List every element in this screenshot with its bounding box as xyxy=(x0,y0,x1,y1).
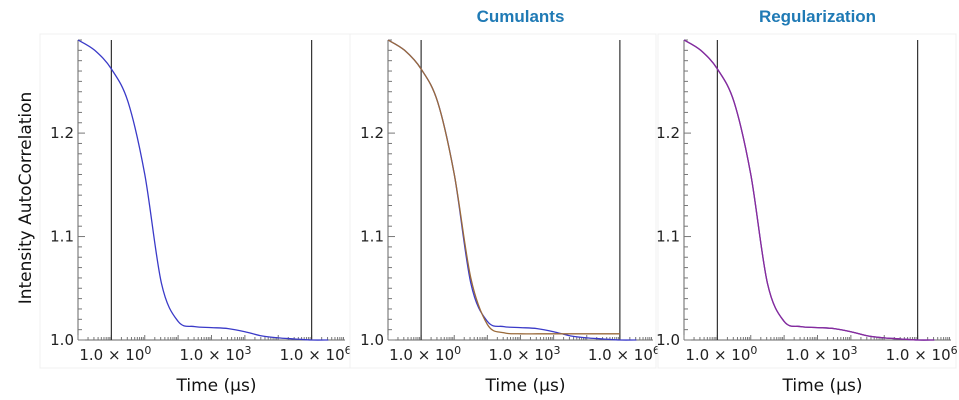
y-tick-label: 1.1 xyxy=(360,228,384,246)
panel-title: Cumulants xyxy=(477,7,565,26)
series-line-regularization xyxy=(683,39,935,341)
x-axis-label: Time (µs) xyxy=(485,376,566,396)
y-tick-label: 1.0 xyxy=(50,331,74,349)
x-tick-label: 1.0 × 103 xyxy=(179,344,251,364)
y-tick-label: 1.0 xyxy=(360,331,384,349)
x-tick-label: 1.0 × 106 xyxy=(280,344,352,364)
y-tick-label: 1.2 xyxy=(50,124,74,142)
x-tick-label: 1.0 × 100 xyxy=(389,344,461,364)
x-tick-label: 1.0 × 100 xyxy=(685,344,757,364)
x-axis-label: Time (µs) xyxy=(782,376,863,396)
x-tick-label: 1.0 × 103 xyxy=(785,344,857,364)
panel-background xyxy=(657,33,957,369)
series-line-cumulants xyxy=(387,39,620,335)
y-tick-label: 1.2 xyxy=(360,124,384,142)
chart-panel-2: Cumulants 1.0 1.1 1.2 1.0 × 100 1.0 × 103 1.0 … xyxy=(349,7,660,396)
panel-title: Regularization xyxy=(759,7,876,26)
x-tick-label: 1.0 × 103 xyxy=(488,344,560,364)
x-tick-label: 1.0 × 106 xyxy=(588,344,660,364)
y-axis-label: Intensity AutoCorrelation xyxy=(16,92,36,305)
chart-panel-3: Regularization 1.0 1.1 1.2 1.0 × 100 1.0 × 10… xyxy=(656,7,958,396)
y-tick-label: 1.0 xyxy=(656,331,680,349)
y-tick-label: 1.1 xyxy=(50,228,74,246)
x-axis-label: Time (µs) xyxy=(176,376,257,396)
chart-panel-1: 1.0 1.1 1.2 1.0 × 100 1.0 × 103 1.0 × 106 Time… xyxy=(39,33,352,396)
y-tick-label: 1.2 xyxy=(656,124,680,142)
panel-background xyxy=(39,33,351,369)
x-tick-label: 1.0 × 106 xyxy=(886,344,958,364)
panel-background xyxy=(349,33,657,369)
x-tick-label: 1.0 × 100 xyxy=(79,344,151,364)
y-tick-label: 1.1 xyxy=(656,228,680,246)
series-line-raw xyxy=(77,39,329,341)
